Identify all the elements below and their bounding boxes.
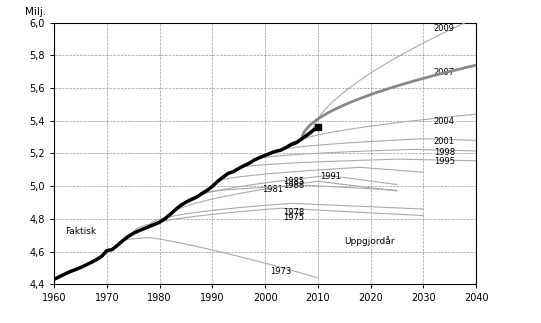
Text: 1975: 1975 bbox=[283, 213, 305, 222]
Text: 2004: 2004 bbox=[434, 117, 455, 126]
Text: 2009: 2009 bbox=[434, 24, 455, 33]
Text: 1973: 1973 bbox=[270, 266, 292, 276]
Text: 1991: 1991 bbox=[320, 172, 341, 181]
Text: 1998: 1998 bbox=[434, 148, 455, 157]
Text: 1981: 1981 bbox=[262, 185, 283, 194]
Text: Faktisk: Faktisk bbox=[65, 227, 96, 236]
Text: 1988: 1988 bbox=[283, 181, 305, 190]
Text: 2001: 2001 bbox=[434, 137, 455, 146]
Text: 2007: 2007 bbox=[434, 68, 455, 77]
Text: 1985: 1985 bbox=[283, 177, 305, 186]
Text: 1995: 1995 bbox=[434, 157, 455, 166]
Text: Uppgjordår: Uppgjordår bbox=[344, 236, 395, 246]
Text: 1978: 1978 bbox=[283, 208, 305, 217]
Text: Milj.: Milj. bbox=[24, 7, 46, 17]
